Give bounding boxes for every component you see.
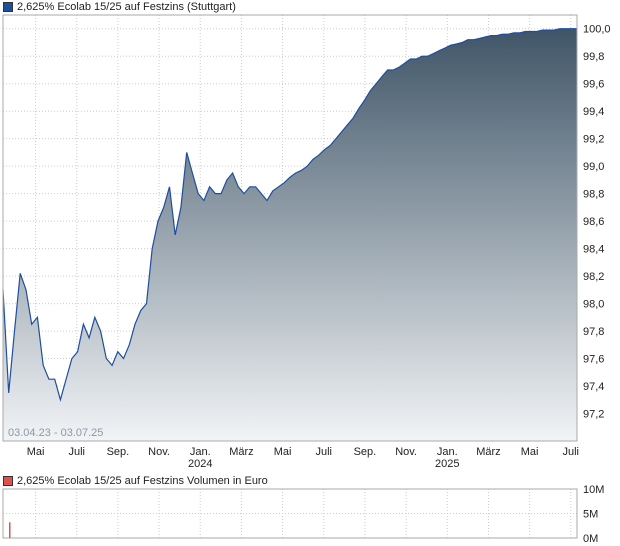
price-y-tick-label: 99,4 — [583, 106, 604, 118]
legend-volume-swatch — [3, 476, 13, 486]
price-y-tick-label: 99,6 — [583, 79, 604, 91]
date-range-label: 03.04.23 - 03.07.25 — [8, 427, 103, 439]
volume-grid — [3, 488, 577, 539]
price-y-tick-label: 99,8 — [583, 51, 604, 63]
legend-volume: 2,625% Ecolab 15/25 auf Festzins Volumen… — [3, 474, 268, 488]
volume-bars — [9, 522, 11, 538]
price-x-tick-label: Mai — [521, 446, 539, 458]
price-x-tick-label: März — [229, 446, 253, 458]
price-y-tick-label: 98,4 — [583, 244, 604, 256]
price-y-tick-label: 99,2 — [583, 134, 604, 146]
volume-y-tick-label: 10M — [583, 484, 604, 496]
price-y-tick-label: 99,0 — [583, 161, 604, 173]
price-y-tick-label: 98,8 — [583, 189, 604, 201]
legend-main-swatch — [3, 2, 13, 12]
volume-y-ticks: 0M 5M 10M — [583, 484, 604, 545]
price-x-tick-year: 2025 — [435, 458, 459, 470]
legend-main-label: 2,625% Ecolab 15/25 auf Festzins (Stuttg… — [17, 1, 236, 13]
price-y-tick-label: 100,0 — [583, 24, 611, 36]
volume-plot-border — [2, 488, 578, 539]
price-area — [3, 28, 577, 441]
price-x-tick-label: Juli — [563, 446, 580, 458]
price-x-tick-label: Juli — [68, 446, 85, 458]
volume-y-tick-label: 0M — [583, 533, 598, 545]
price-x-tick-label: Nov. — [395, 446, 417, 458]
price-line — [2, 28, 577, 403]
price-x-tick-label: Nov. — [148, 446, 170, 458]
price-y-tick-label: 98,2 — [583, 271, 604, 283]
price-x-tick-label: März — [476, 446, 500, 458]
price-x-tick-year: 2024 — [188, 458, 212, 470]
price-x-tick-label: Sep. — [354, 446, 377, 458]
legend-volume-label: 2,625% Ecolab 15/25 auf Festzins Volumen… — [17, 475, 268, 487]
price-y-tick-label: 97,2 — [583, 409, 604, 421]
legend-main: 2,625% Ecolab 15/25 auf Festzins (Stuttg… — [3, 0, 236, 14]
price-x-tick-label: Jan. — [437, 446, 458, 458]
price-plot-border — [2, 14, 578, 442]
price-x-tick-label: Mai — [27, 446, 45, 458]
price-y-tick-label: 97,4 — [583, 381, 604, 393]
price-y-ticks: 97,2 97,4 97,6 97,8 98,0 98,2 98,4 98,6 98,8 99,0… — [583, 24, 611, 421]
volume-y-tick-label: 5M — [583, 509, 598, 521]
price-x-tick-label: Juli — [316, 446, 333, 458]
volume-bar — [9, 522, 11, 538]
price-y-tick-label: 98,6 — [583, 216, 604, 228]
price-y-tick-label: 97,8 — [583, 326, 604, 338]
price-y-tick-label: 97,6 — [583, 354, 604, 366]
price-x-tick-label: Mai — [274, 446, 292, 458]
price-x-tick-label: Jan. — [190, 446, 211, 458]
price-y-tick-label: 98,0 — [583, 299, 604, 311]
price-x-tick-label: Sep. — [107, 446, 130, 458]
